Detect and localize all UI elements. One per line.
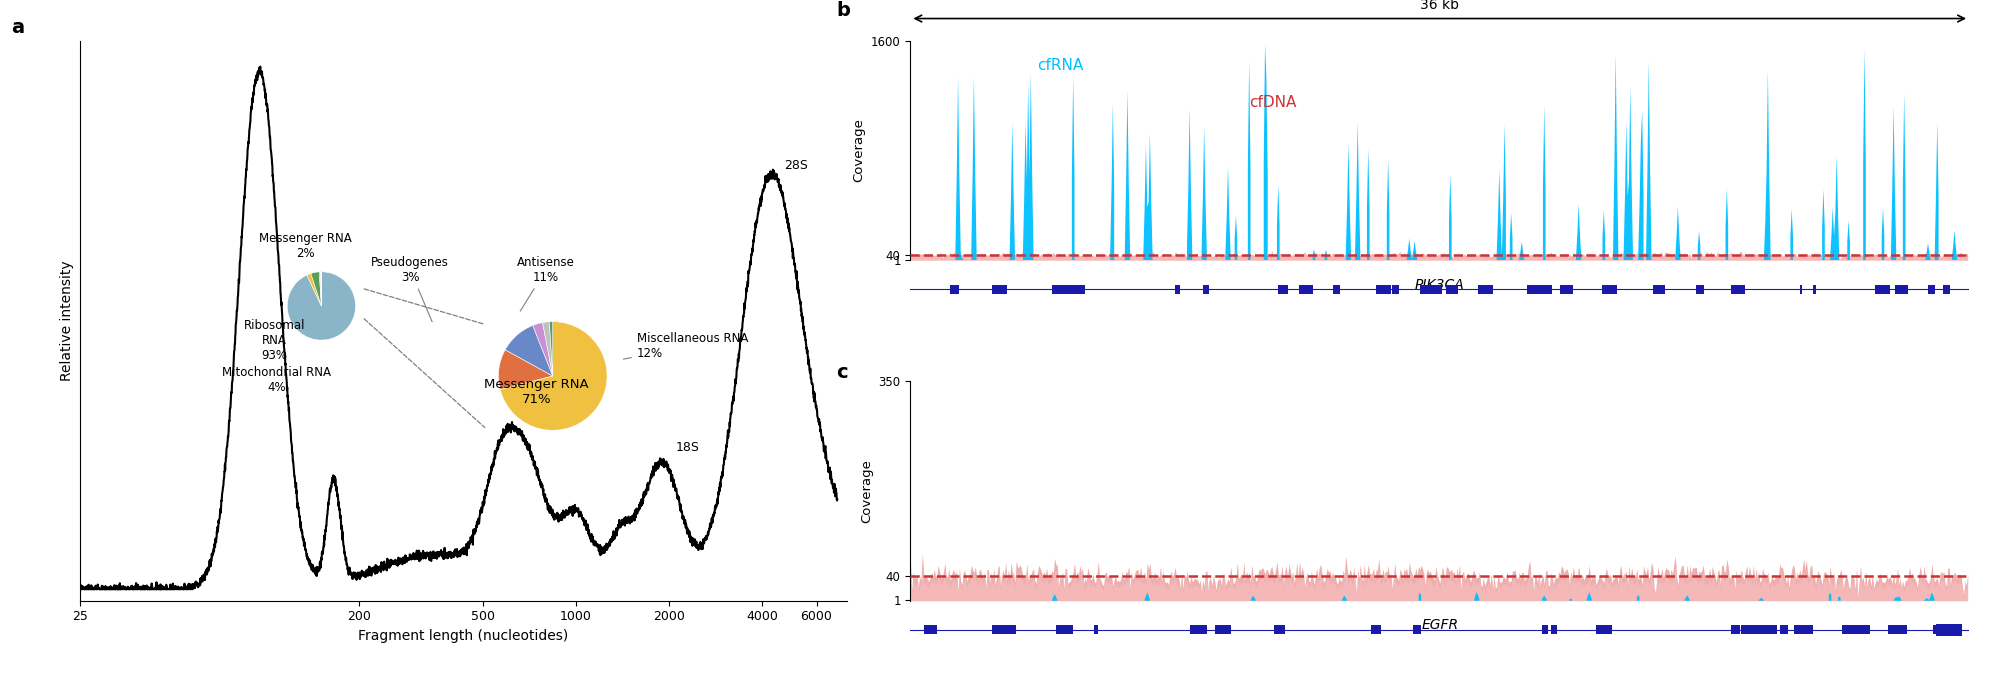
- Bar: [1888, 625, 1906, 634]
- Bar: [1760, 625, 1770, 634]
- Y-axis label: Coverage: Coverage: [859, 459, 873, 523]
- Text: 28S: 28S: [783, 159, 807, 172]
- Wedge shape: [320, 272, 322, 306]
- Bar: [1594, 625, 1610, 634]
- Bar: [1740, 625, 1758, 634]
- Bar: [999, 625, 1015, 634]
- Text: b: b: [835, 1, 849, 20]
- Bar: [1203, 285, 1209, 294]
- Bar: [1093, 625, 1097, 634]
- Y-axis label: Coverage: Coverage: [851, 118, 865, 182]
- Bar: [1055, 625, 1073, 634]
- Wedge shape: [500, 321, 607, 430]
- Bar: [1071, 285, 1075, 294]
- Bar: [1840, 625, 1860, 634]
- Bar: [1447, 285, 1457, 294]
- Bar: [1808, 625, 1810, 634]
- Bar: [1526, 285, 1540, 294]
- Bar: [1175, 285, 1179, 294]
- Bar: [991, 625, 1001, 634]
- Bar: [1540, 625, 1546, 634]
- Wedge shape: [505, 325, 553, 376]
- Wedge shape: [549, 321, 553, 376]
- Bar: [1602, 285, 1616, 294]
- Wedge shape: [310, 272, 322, 306]
- Bar: [1391, 285, 1399, 294]
- Bar: [1413, 625, 1421, 634]
- Bar: [1874, 285, 1888, 294]
- Bar: [1942, 285, 1950, 294]
- Bar: [1051, 285, 1065, 294]
- Text: PIK3CA: PIK3CA: [1415, 278, 1465, 292]
- Bar: [1558, 285, 1572, 294]
- Text: Antisense
11%: Antisense 11%: [517, 256, 575, 311]
- Text: a: a: [10, 18, 24, 37]
- Bar: [1926, 285, 1934, 294]
- Text: cfRNA: cfRNA: [1037, 58, 1083, 73]
- Text: Messenger RNA
71%: Messenger RNA 71%: [484, 378, 589, 406]
- Bar: [1856, 625, 1868, 634]
- Wedge shape: [288, 272, 356, 340]
- Text: Mitochondrial RNA
4%: Mitochondrial RNA 4%: [222, 366, 332, 394]
- Text: EGFR: EGFR: [1421, 618, 1459, 632]
- Bar: [1215, 625, 1231, 634]
- Text: 18S: 18S: [675, 441, 699, 454]
- Bar: [1273, 625, 1285, 634]
- Bar: [1696, 285, 1704, 294]
- Bar: [1892, 625, 1900, 634]
- Bar: [1419, 285, 1435, 294]
- Bar: [1738, 285, 1744, 294]
- Wedge shape: [308, 273, 322, 306]
- Text: Ribosomal
RNA
93%: Ribosomal RNA 93%: [244, 319, 306, 362]
- Bar: [1433, 285, 1443, 294]
- Wedge shape: [541, 322, 553, 376]
- Bar: [1483, 285, 1493, 294]
- Text: 36 kb: 36 kb: [1419, 0, 1459, 12]
- Bar: [1371, 625, 1381, 634]
- Text: cfDNA: cfDNA: [1249, 95, 1297, 111]
- Bar: [1652, 285, 1664, 294]
- Bar: [1277, 285, 1287, 294]
- Bar: [1844, 625, 1856, 634]
- Bar: [1057, 285, 1067, 294]
- Text: Pseudogenes
3%: Pseudogenes 3%: [372, 256, 450, 322]
- Bar: [1754, 625, 1762, 634]
- Bar: [1794, 625, 1812, 634]
- Bar: [1375, 285, 1391, 294]
- Bar: [1063, 285, 1077, 294]
- Text: c: c: [835, 363, 847, 383]
- Bar: [923, 625, 937, 634]
- Bar: [949, 285, 959, 294]
- Bar: [1756, 625, 1766, 634]
- Bar: [1778, 625, 1786, 634]
- Bar: [1477, 285, 1483, 294]
- Bar: [1798, 625, 1812, 634]
- Y-axis label: Relative intensity: Relative intensity: [60, 261, 74, 381]
- Text: Miscellaneous RNA
12%: Miscellaneous RNA 12%: [623, 332, 747, 360]
- Bar: [1798, 285, 1802, 294]
- Bar: [1762, 625, 1776, 634]
- Bar: [1299, 285, 1313, 294]
- Bar: [1550, 625, 1556, 634]
- Bar: [1053, 285, 1067, 294]
- Bar: [1812, 285, 1814, 294]
- Bar: [1730, 625, 1738, 634]
- Bar: [1005, 625, 1015, 634]
- Bar: [1894, 285, 1908, 294]
- Bar: [1730, 285, 1740, 294]
- Bar: [1608, 285, 1612, 294]
- Bar: [1538, 285, 1550, 294]
- Bar: [1333, 285, 1341, 294]
- Text: Messenger RNA
2%: Messenger RNA 2%: [260, 232, 352, 260]
- Bar: [1932, 625, 1936, 634]
- Bar: [991, 285, 1007, 294]
- Wedge shape: [498, 350, 553, 389]
- Bar: [1189, 625, 1207, 634]
- Bar: [1071, 285, 1085, 294]
- Wedge shape: [533, 323, 553, 376]
- Bar: [1934, 624, 1962, 636]
- X-axis label: Fragment length (nucleotides): Fragment length (nucleotides): [358, 629, 567, 643]
